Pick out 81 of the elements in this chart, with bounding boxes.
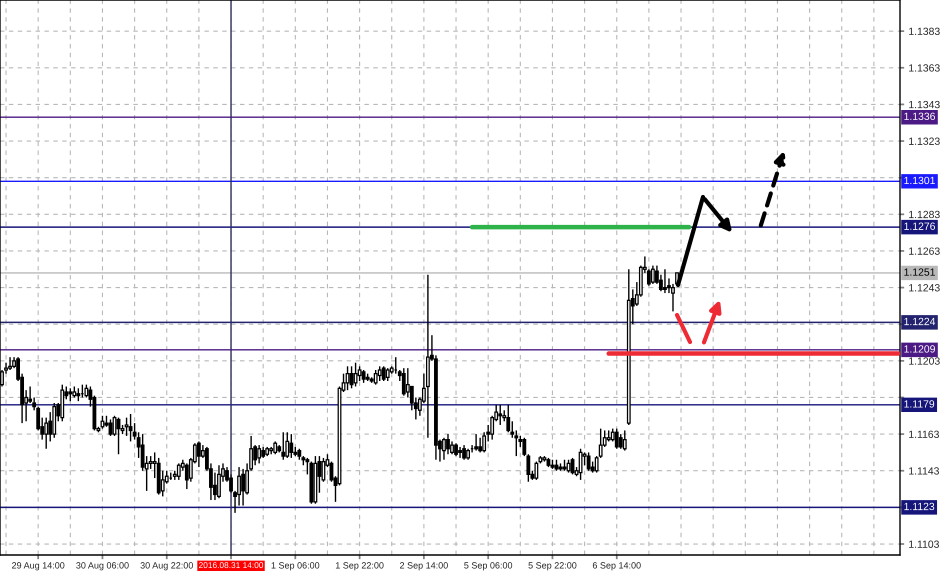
ref-line-label: 1.1301 [904, 176, 935, 184]
y-tick-label: 1.1163 [909, 430, 939, 438]
x-tick-label: 29 Aug 14:00 [12, 562, 64, 570]
candlestick [217, 464, 221, 499]
candlestick [462, 444, 466, 460]
candlestick [374, 369, 378, 386]
candlestick [446, 433, 450, 455]
candlestick [570, 457, 574, 476]
candlestick [458, 446, 462, 459]
y-tick-label: 1.1323 [909, 138, 940, 145]
candlestick [498, 404, 502, 426]
candlestick [382, 366, 386, 382]
ref-line-label: 1.1123 [904, 502, 934, 510]
candlestick [350, 366, 354, 390]
x-tick-label: 5 Sep 06:00 [464, 562, 512, 570]
candlestick [566, 459, 570, 474]
candlestick [618, 433, 623, 450]
candlestick [72, 386, 76, 398]
candlestick [554, 459, 558, 472]
candlestick [289, 433, 294, 459]
candlestick [474, 433, 478, 452]
x-tick-label: 30 Aug 22:00 [140, 562, 193, 570]
candlestick [176, 462, 181, 481]
candlestick [273, 440, 278, 455]
ref-line-label: 1.1224 [904, 318, 936, 326]
candlestick [128, 413, 132, 442]
candlestick [546, 457, 550, 468]
candlestick [663, 268, 667, 294]
x-tick-label: 6 Sep 14:00 [592, 562, 641, 570]
candlestick [281, 432, 286, 460]
candlestick [196, 440, 201, 468]
y-tick-label: 1.1103 [909, 540, 939, 548]
ref-line-label: 1.1209 [904, 345, 935, 353]
candlestick [650, 264, 655, 285]
candlestick [354, 362, 358, 388]
candlestick [478, 437, 482, 454]
candlestick [442, 437, 446, 460]
candlestick [362, 369, 366, 384]
candlestick [68, 388, 72, 402]
candlestick [454, 442, 458, 457]
candlestick [586, 452, 591, 472]
y-tick-label: 1.1143 [909, 467, 939, 475]
y-tick-label: 1.1263 [909, 247, 940, 255]
ref-line-label: 1.1336 [904, 112, 935, 120]
y-tick-label: 1.1283 [909, 210, 940, 218]
x-tick-label: 1 Sep 06:00 [272, 562, 320, 570]
candlestick [44, 416, 48, 450]
candlestick [606, 430, 611, 442]
candlestick [550, 459, 554, 470]
candlestick [622, 430, 627, 452]
ref-line-label: 1.1251 [904, 268, 935, 276]
candlestick [285, 432, 290, 459]
x-tick-label: 30 Aug 06:00 [76, 562, 129, 570]
candlestick [100, 415, 104, 430]
y-tick-label: 1.1383 [909, 28, 940, 36]
candlestick [386, 367, 390, 382]
candlestick [8, 356, 12, 371]
y-tick-label: 1.1363 [909, 64, 940, 72]
candlestick [402, 367, 406, 396]
x-tick-label: 1 Sep 22:00 [336, 562, 384, 570]
x-tick-label: 5 Sep 22:00 [528, 562, 576, 570]
y-tick-label: 1.1343 [909, 100, 940, 108]
candlestick [261, 446, 266, 459]
candlestick [257, 444, 262, 464]
candlestick [562, 459, 566, 472]
candlestick [241, 468, 245, 506]
candlestick [116, 416, 120, 455]
candlestick [466, 448, 470, 460]
candlestick [346, 366, 350, 391]
y-tick-label: 1.1243 [909, 284, 940, 292]
ref-line-label: 1.1276 [904, 222, 935, 230]
candlestick [108, 418, 112, 437]
ref-line-label: 1.1179 [904, 400, 934, 408]
candlestick [378, 366, 382, 382]
candlestick [76, 388, 80, 402]
candlestick [265, 446, 270, 457]
candlestick [614, 428, 619, 450]
y-tick-label: 1.1203 [909, 357, 940, 365]
x-tick-label: 2016.08.31 14:00 [199, 562, 264, 568]
x-tick-label: 2 Sep 14:00 [400, 562, 448, 570]
candlestick [578, 448, 582, 481]
